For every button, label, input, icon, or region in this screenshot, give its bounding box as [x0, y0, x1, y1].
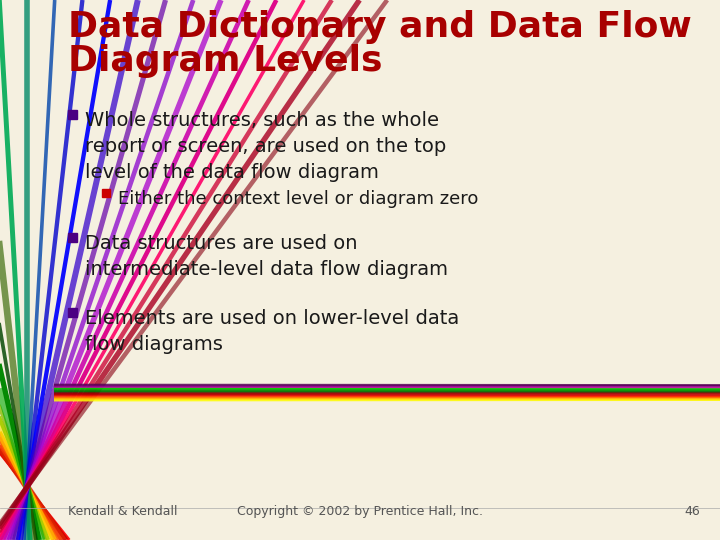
Text: Elements are used on lower-level data: Elements are used on lower-level data: [85, 309, 459, 328]
Text: intermediate-level data flow diagram: intermediate-level data flow diagram: [85, 260, 448, 279]
Text: Copyright © 2002 by Prentice Hall, Inc.: Copyright © 2002 by Prentice Hall, Inc.: [237, 505, 483, 518]
Bar: [102, 189, 110, 197]
Text: report or screen, are used on the top: report or screen, are used on the top: [85, 137, 446, 156]
Text: Data Dictionary and Data Flow: Data Dictionary and Data Flow: [68, 10, 692, 44]
Bar: [68, 233, 77, 242]
Text: Kendall & Kendall: Kendall & Kendall: [68, 505, 178, 518]
Bar: [68, 308, 77, 317]
Text: Diagram Levels: Diagram Levels: [68, 44, 382, 78]
Text: flow diagrams: flow diagrams: [85, 335, 223, 354]
Text: 46: 46: [684, 505, 700, 518]
Text: Data structures are used on: Data structures are used on: [85, 234, 358, 253]
Text: Either the context level or diagram zero: Either the context level or diagram zero: [118, 190, 478, 208]
Text: level of the data flow diagram: level of the data flow diagram: [85, 163, 379, 182]
Text: Whole structures, such as the whole: Whole structures, such as the whole: [85, 111, 439, 130]
Bar: [68, 110, 77, 119]
